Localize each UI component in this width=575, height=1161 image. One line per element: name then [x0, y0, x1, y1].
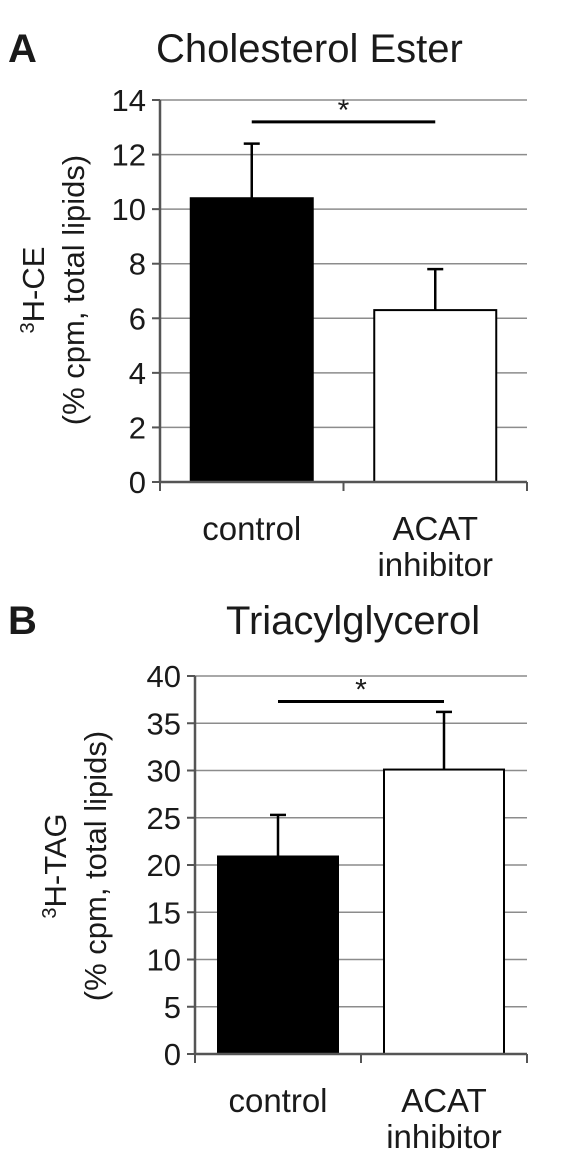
y-tick-label: 30	[147, 754, 181, 789]
y-axis-label-a: 3H-CE	[16, 247, 51, 334]
bars-b	[217, 710, 505, 1055]
y-tick-label: 10	[112, 192, 146, 227]
y-axis-label-units-a: (% cpm, total lipids)	[56, 155, 91, 425]
y-tick-label: 35	[147, 706, 181, 741]
bar	[383, 768, 505, 1055]
axes-b	[193, 676, 528, 1063]
y-tick-label: 5	[164, 990, 181, 1025]
panel-b: B Triacylglycerol 3H-TAG (% cpm, total l…	[8, 599, 528, 1155]
x-category-label: control	[202, 510, 301, 547]
y-ticks-a: 0 2 4 6 8 10 12 14	[112, 83, 160, 500]
y-tick-label: 0	[164, 1037, 181, 1072]
y-tick-label: 8	[129, 247, 146, 282]
y-tick-label: 4	[129, 356, 146, 391]
bar	[189, 197, 314, 483]
significance-a: *	[251, 94, 436, 127]
significance-star: *	[355, 674, 367, 707]
chart-title-b: Triacylglycerol	[226, 599, 480, 643]
y-tick-label: 40	[147, 659, 181, 694]
y-ticks-b: 0 5 10 15 20 25 30 35 40	[147, 659, 195, 1072]
y-axis-label-line1-b: H-TAG	[38, 813, 73, 907]
bar	[217, 855, 339, 1055]
x-category-label: control	[228, 1082, 327, 1119]
y-tick-label: 6	[129, 301, 146, 336]
x-category-label-line2: inhibitor	[386, 1118, 502, 1155]
chart-title-a: Cholesterol Ester	[156, 27, 463, 71]
y-tick-label: 10	[147, 943, 181, 978]
y-axis-label-superscript-a: 3	[17, 322, 39, 333]
panel-letter-a: A	[8, 27, 37, 71]
y-tick-label: 12	[112, 138, 146, 173]
y-axis-label-superscript-b: 3	[39, 908, 61, 919]
axes-a	[158, 100, 528, 491]
bar	[373, 309, 498, 483]
y-tick-label: 2	[129, 410, 146, 445]
x-category-label: ACAT	[401, 1082, 487, 1119]
bars-a	[189, 142, 498, 483]
significance-star: *	[338, 94, 350, 127]
panel-letter-b: B	[8, 599, 37, 643]
y-axis-label-b: 3H-TAG	[38, 813, 73, 918]
y-tick-label: 14	[112, 83, 146, 118]
y-tick-label: 25	[147, 801, 181, 836]
y-axis-label-units-b: (% cpm, total lipids)	[78, 731, 113, 1001]
y-tick-label: 15	[147, 895, 181, 930]
panel-a: A Cholesterol Ester 3H-CE (% cpm, total …	[8, 27, 528, 583]
y-axis-label-line1-a: H-CE	[16, 247, 51, 323]
x-category-label-line2: inhibitor	[377, 546, 493, 583]
y-tick-label: 20	[147, 848, 181, 883]
y-tick-label: 0	[129, 465, 146, 500]
significance-b: *	[278, 674, 444, 707]
x-category-label: ACAT	[392, 510, 478, 547]
